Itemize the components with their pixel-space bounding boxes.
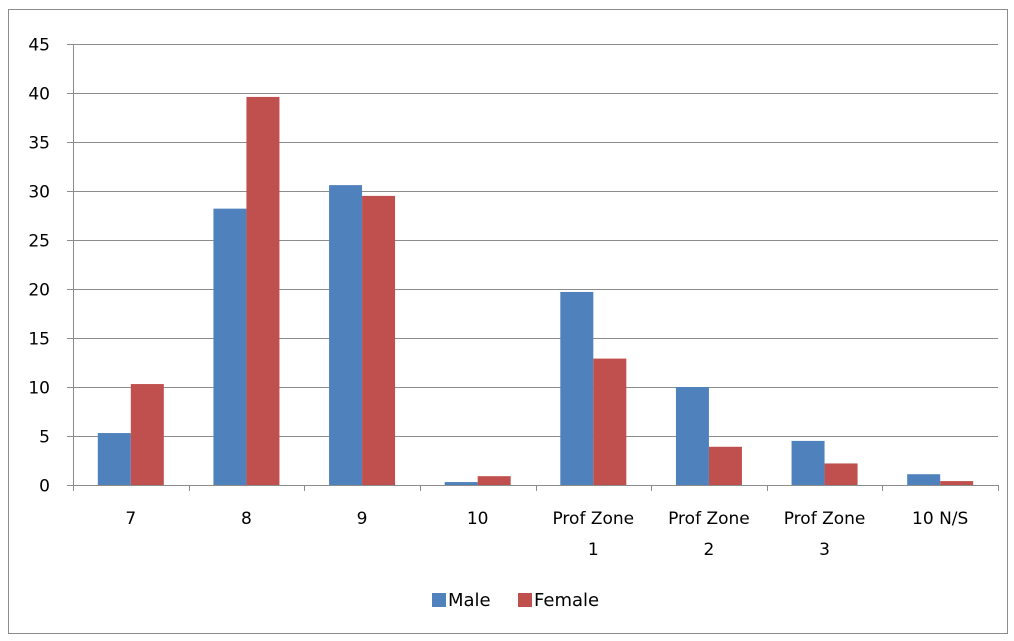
y-tick-labels: 0 5 10 15 20 25 30 35 40 45: [28, 36, 50, 497]
x-tick-label-line: 10 N/S: [912, 509, 968, 529]
x-tick-label-line: 9: [357, 509, 368, 529]
bar-female: [593, 358, 627, 485]
bar-male: [329, 185, 363, 485]
x-tick-label-line: 7: [125, 509, 136, 529]
y-tick-label: 0: [39, 477, 50, 497]
y-tick-label: 35: [28, 134, 50, 154]
x-tick-labels: 7 8 9 10 Prof Zone 1 Prof Zone 2 Prof Zone 3 10 N/…: [125, 509, 968, 560]
x-tick-label: Prof Zone 1: [552, 509, 634, 560]
y-tick-label: 40: [28, 85, 50, 105]
y-tick-label: 30: [28, 183, 50, 203]
bar-male: [675, 387, 709, 485]
x-tick-label: 7: [125, 509, 136, 529]
y-tick-label: 15: [28, 330, 50, 350]
bar-male: [444, 482, 478, 485]
x-tick-label-line: Prof Zone: [668, 509, 750, 529]
y-tick-label: 20: [28, 281, 50, 301]
bar-male: [560, 291, 594, 485]
x-tick-label-line: 2: [704, 540, 715, 560]
bar-male: [791, 440, 825, 485]
bars: [97, 96, 974, 486]
x-tick-label-line: 1: [588, 540, 599, 560]
y-tick-label: 45: [28, 36, 50, 56]
x-tick-label-line: Prof Zone: [552, 509, 634, 529]
bar-female: [362, 195, 396, 485]
chart-frame: [8, 9, 1008, 634]
x-tick-label: Prof Zone 2: [668, 509, 750, 560]
legend-swatch-female: [518, 593, 532, 607]
bar-female: [824, 463, 858, 485]
legend-label-male: Male: [448, 590, 491, 611]
y-tick-label: 5: [39, 428, 50, 448]
bar-female: [130, 384, 164, 485]
y-tick-label: 10: [28, 379, 50, 399]
x-tick-label: 9: [357, 509, 368, 529]
x-tick-label: 8: [241, 509, 252, 529]
x-tick-label-line: 8: [241, 509, 252, 529]
y-tick-label: 25: [28, 232, 50, 252]
bar-female: [708, 446, 742, 485]
bar-male: [97, 433, 131, 485]
x-tick-label: 10 N/S: [912, 509, 968, 529]
x-tick-label: Prof Zone 3: [784, 509, 866, 560]
bar-male: [907, 474, 941, 485]
bar-male: [213, 208, 247, 485]
bar-female: [940, 481, 974, 485]
legend: Male Female: [432, 590, 599, 611]
legend-label-female: Female: [534, 590, 599, 611]
x-tick-label-line: 10: [467, 509, 489, 529]
x-tick-label: 10: [467, 509, 489, 529]
gridlines: [73, 44, 998, 437]
axes: [67, 44, 999, 491]
legend-swatch-male: [432, 593, 446, 607]
x-tick-label-line: Prof Zone: [784, 509, 866, 529]
bar-female: [246, 96, 280, 486]
x-tick-label-line: 3: [819, 540, 830, 560]
bar-female: [477, 476, 511, 485]
